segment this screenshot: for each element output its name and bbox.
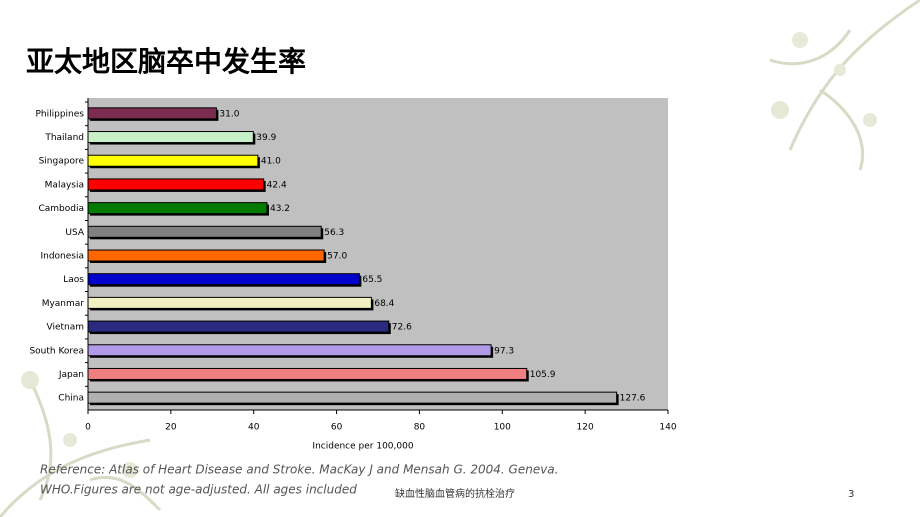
x-tick-label: 80	[414, 423, 426, 433]
bar	[87, 344, 492, 357]
bar	[87, 107, 217, 120]
y-tick-label: Cambodia	[38, 204, 84, 214]
x-tick-label: 140	[659, 423, 676, 433]
value-label: 65.5	[362, 275, 382, 285]
value-label: 41.0	[261, 157, 281, 167]
bar	[87, 154, 259, 167]
y-tick-label: China	[58, 394, 84, 404]
bar	[87, 296, 372, 309]
page-number: 3	[848, 489, 854, 500]
y-tick-label: Japan	[58, 370, 84, 380]
y-tick-label: Singapore	[39, 157, 85, 167]
bar	[87, 391, 618, 404]
x-tick-label: 0	[85, 423, 91, 433]
x-axis-label: Incidence per 100,000	[312, 442, 413, 452]
reference-line: Reference: Atlas of Heart Disease and St…	[40, 463, 558, 477]
x-tick-label: 40	[248, 423, 260, 433]
value-label: 68.4	[374, 299, 394, 309]
y-tick-label: Malaysia	[45, 180, 84, 190]
x-tick-label: 60	[331, 423, 343, 433]
y-tick-label: Philippines	[36, 109, 85, 119]
value-label: 105.9	[530, 370, 556, 380]
y-tick-label: Laos	[63, 275, 84, 285]
value-label: 56.3	[324, 228, 344, 238]
y-tick-label: Myanmar	[42, 299, 85, 309]
y-tick-label: Indonesia	[40, 252, 84, 262]
footer: 缺血性脑血管病的抗栓治疗	[395, 487, 515, 500]
value-label: 42.4	[267, 180, 287, 190]
x-tick-label: 100	[494, 423, 511, 433]
value-label: 97.3	[494, 346, 514, 356]
x-tick-label: 20	[165, 423, 177, 433]
bar	[87, 320, 390, 333]
value-label: 31.0	[219, 109, 239, 119]
value-label: 127.6	[620, 394, 646, 404]
bar	[87, 178, 265, 191]
reference-line: WHO.Figures are not age-adjusted. All ag…	[40, 483, 357, 497]
x-tick-label: 120	[577, 423, 594, 433]
bar	[87, 367, 528, 380]
bar	[87, 225, 322, 238]
y-tick-label: USA	[65, 228, 84, 238]
bar	[87, 249, 325, 262]
bar	[87, 202, 268, 215]
value-label: 43.2	[270, 204, 290, 214]
chart-title: 亚太地区脑卒中发生率	[26, 45, 306, 78]
y-tick-label: Vietnam	[46, 323, 84, 333]
bar	[87, 273, 360, 286]
y-tick-label: South Korea	[29, 346, 84, 356]
value-label: 39.9	[256, 133, 276, 143]
y-tick-label: Thailand	[44, 133, 84, 143]
value-label: 57.0	[327, 252, 347, 262]
value-label: 72.6	[392, 323, 412, 333]
bar	[87, 131, 254, 144]
